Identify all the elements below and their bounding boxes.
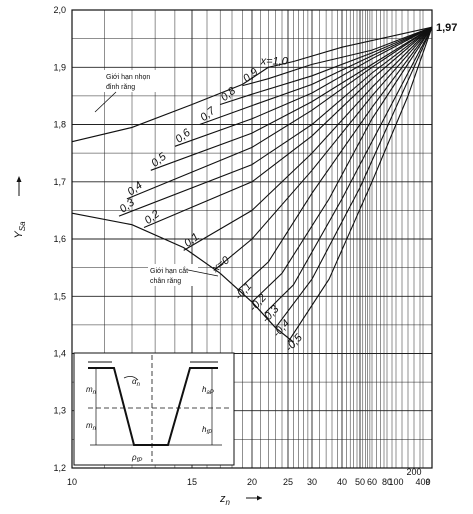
inset-label-sub: fP <box>137 458 143 464</box>
tooth-profile <box>88 367 218 446</box>
grid <box>71 9 432 469</box>
series-label: -0,4 <box>271 318 293 340</box>
y-tick-label: 1,4 <box>53 349 66 359</box>
x-tick-label: 200 <box>406 467 421 477</box>
inset-label: mn <box>86 385 97 396</box>
series-label: -0,1 <box>233 280 255 302</box>
y-tick-label: 1,5 <box>53 291 66 301</box>
inset-angle-arc <box>123 376 139 381</box>
y-tick-label: 1,7 <box>53 177 66 187</box>
series-line <box>126 26 433 200</box>
inset-label: haP <box>202 385 214 396</box>
series-line <box>237 26 433 291</box>
y-tick-label: 1,2 <box>53 463 66 473</box>
series-line <box>199 26 433 126</box>
x-tick-label: 20 <box>247 477 257 487</box>
upper-label-bg <box>104 70 160 92</box>
x-tick-label: 30 <box>307 477 317 487</box>
series-label: x=0 <box>209 254 232 276</box>
y-tick-label: 1,3 <box>53 406 66 416</box>
series-label: 0,1 <box>182 231 201 250</box>
series-line <box>287 27 433 343</box>
inset-label-sub: n <box>93 390 97 396</box>
x-tick-label: 10 <box>67 477 77 487</box>
series-line <box>264 26 433 314</box>
series-line <box>150 26 433 171</box>
inset-label: ρfP <box>131 453 142 464</box>
series-group <box>118 26 433 343</box>
x-tick-label: 80 <box>382 477 392 487</box>
series-label: 0,6 <box>173 126 193 145</box>
lower-label-leader <box>187 269 219 277</box>
series-label: 0,2 <box>142 208 161 227</box>
series-line <box>183 26 433 251</box>
x-tick-label: 60 <box>367 477 377 487</box>
x-axis-label: zn <box>219 493 231 507</box>
lower-limit-label: Giới hạn cắt <box>150 266 188 275</box>
inset-label-sub: n <box>93 426 97 432</box>
series-label: x=1,0 <box>260 55 289 67</box>
x-tick-label: 50 <box>355 477 365 487</box>
x-tick-label: 400 <box>415 477 430 487</box>
y-tick-label: 2,0 <box>53 5 66 15</box>
lower-label-bg <box>148 264 198 286</box>
series-label: 0,3 <box>117 196 137 215</box>
series-line <box>213 26 433 271</box>
inset-label-sub: aP <box>206 390 213 396</box>
series-line <box>118 26 433 217</box>
upper-label-leader <box>94 91 117 113</box>
series-line <box>220 26 433 106</box>
converge-label: 1,97 <box>436 22 457 34</box>
y-tick-label: 1,8 <box>53 120 66 130</box>
x-tick-label: 15 <box>187 477 197 487</box>
axes: 1,2 1,3 1,4 1,5 1,6 1,7 1,8 1,9 2,0 10 15 20 25 30 40 5… <box>53 5 433 487</box>
series-line <box>174 26 433 147</box>
x-axis-arrowhead <box>257 495 262 501</box>
inset-label: hfP <box>202 425 212 436</box>
x-tick-label: 25 <box>283 477 293 487</box>
inset-frame <box>73 352 235 466</box>
y-axis-arrowhead <box>16 176 22 182</box>
inset-label: mn <box>86 421 97 432</box>
upper-limit-label: đỉnh răng <box>106 83 135 91</box>
x-tick-label: ∞ <box>423 479 433 485</box>
series-line <box>143 26 433 229</box>
x-axis-label-sub: n <box>226 498 231 507</box>
plot-frame <box>71 9 433 469</box>
lower-limit-label: chân răng <box>150 278 181 285</box>
x-tick-label: 100 <box>388 477 403 487</box>
upper-limit-label: Giới hạn nhọn <box>106 74 150 81</box>
series-label: -0,5 <box>283 331 305 354</box>
tooth-profile-inset: αn mn mn haP hfP ρfP <box>73 352 235 466</box>
series-line <box>251 26 433 303</box>
inset-label-sub: fP <box>206 430 212 436</box>
series-line <box>268 26 433 68</box>
y-tick-label: 1,6 <box>53 234 66 244</box>
tip-limit-curve <box>71 66 269 143</box>
y-axis-label-sub: Sa <box>18 221 27 231</box>
series-label: 0,7 <box>198 104 218 123</box>
y-axis-label: YSa <box>13 221 27 239</box>
x-tick-label: 40 <box>337 477 347 487</box>
series-line <box>242 26 433 87</box>
series-line <box>275 26 433 329</box>
inset-label-sub: n <box>137 382 141 388</box>
inset-label: αn <box>132 377 141 388</box>
y-tick-label: 1,9 <box>53 62 66 72</box>
